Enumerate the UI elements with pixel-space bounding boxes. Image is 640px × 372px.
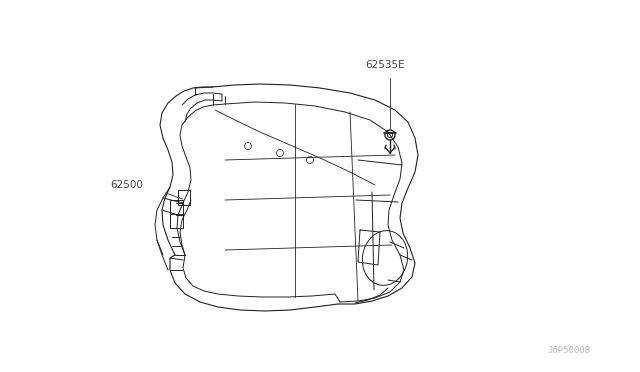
Text: 62500: 62500 <box>110 180 143 190</box>
Text: J6P50008: J6P50008 <box>547 346 590 355</box>
Text: 62535E: 62535E <box>365 60 404 70</box>
